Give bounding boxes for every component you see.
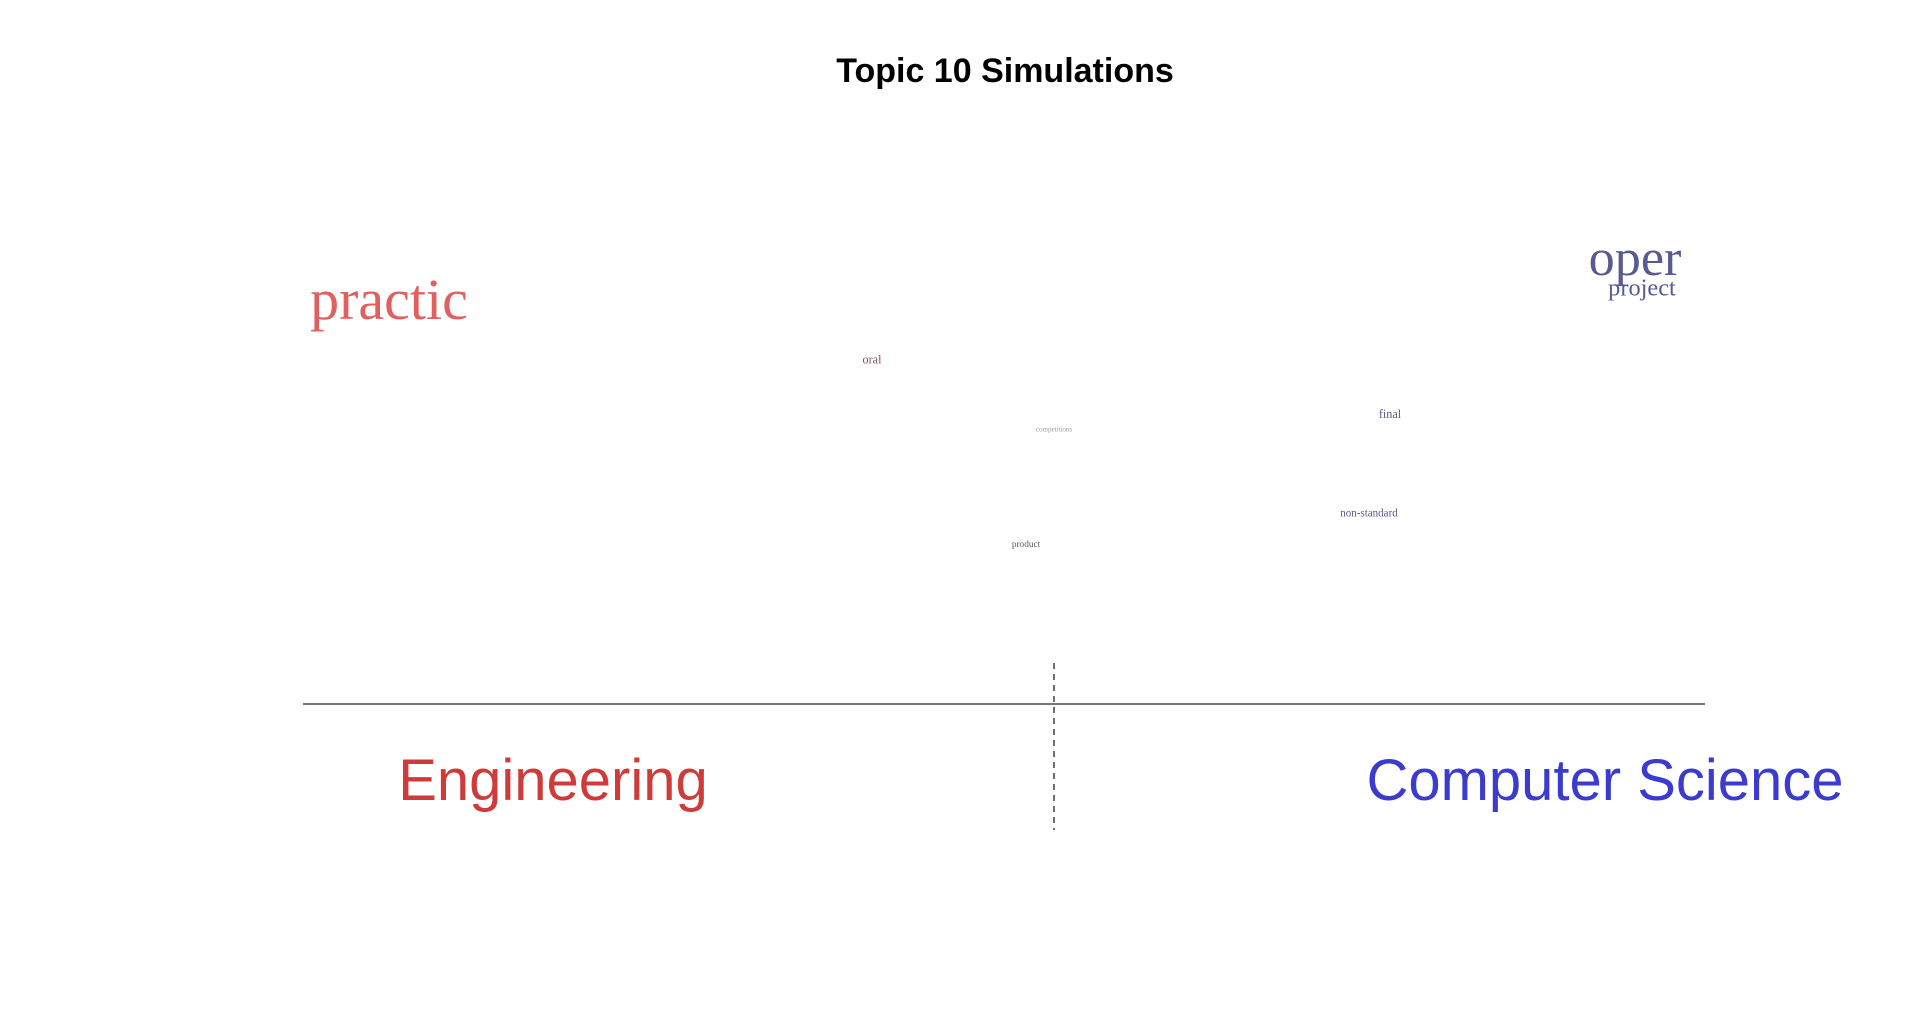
word-non-standard: non-standard xyxy=(1340,507,1398,519)
word-oral: oral xyxy=(863,352,883,366)
group-label-1: Computer Science xyxy=(1366,748,1843,813)
word-oper: oper xyxy=(1589,229,1682,287)
word-practic: practic xyxy=(310,267,468,332)
group-label-layer: Engineering Computer Science xyxy=(398,748,1843,813)
group-label-0: Engineering xyxy=(398,748,708,813)
word-product: product xyxy=(1012,540,1041,550)
chart-title: Topic 10 Simulations xyxy=(836,52,1174,90)
word-project: project xyxy=(1608,274,1676,301)
word-final: final xyxy=(1379,407,1402,421)
word-competitions: competitions xyxy=(1036,425,1072,433)
